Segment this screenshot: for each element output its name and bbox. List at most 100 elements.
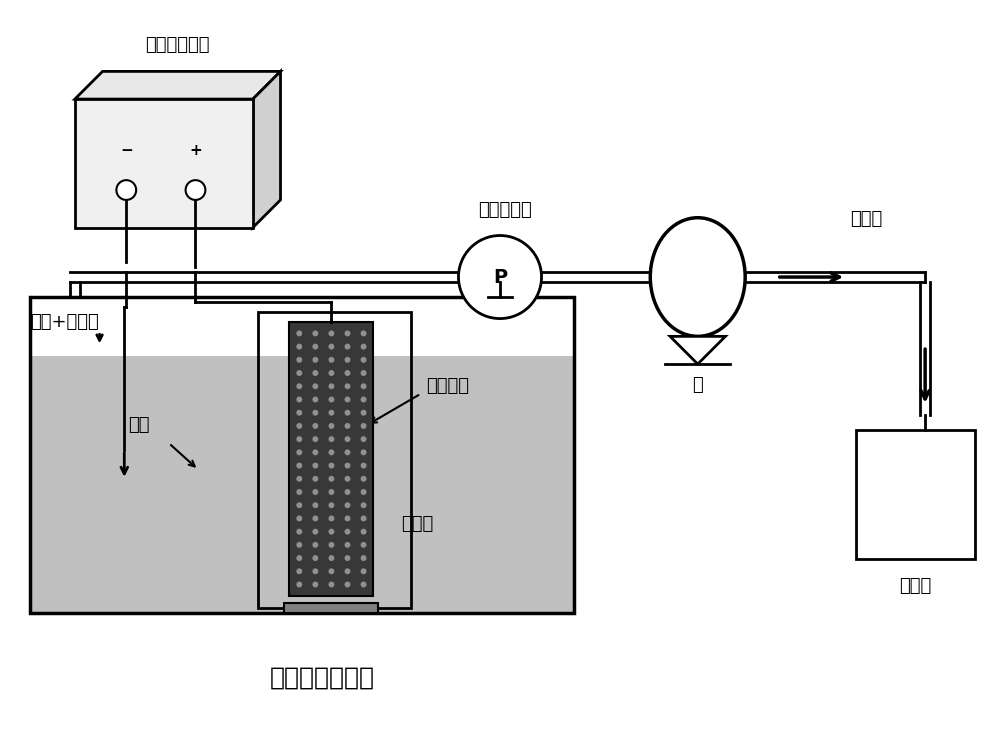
Circle shape <box>312 555 318 561</box>
Circle shape <box>345 555 350 561</box>
Circle shape <box>312 357 318 363</box>
Circle shape <box>312 344 318 350</box>
Polygon shape <box>75 71 281 99</box>
Circle shape <box>312 528 318 534</box>
Circle shape <box>345 330 350 336</box>
Bar <box>30 297 574 613</box>
Circle shape <box>296 528 302 534</box>
Ellipse shape <box>650 218 745 336</box>
Text: 泵: 泵 <box>692 376 703 394</box>
Circle shape <box>312 463 318 469</box>
Circle shape <box>328 383 334 389</box>
Circle shape <box>328 397 334 403</box>
Circle shape <box>345 397 350 403</box>
Circle shape <box>296 555 302 561</box>
Circle shape <box>361 542 367 548</box>
Circle shape <box>328 555 334 561</box>
Circle shape <box>328 463 334 469</box>
Circle shape <box>328 528 334 534</box>
Text: P: P <box>493 268 507 286</box>
Polygon shape <box>75 99 253 227</box>
Circle shape <box>361 475 367 482</box>
Text: 直流稳压电源: 直流稳压电源 <box>145 35 210 54</box>
Circle shape <box>345 436 350 442</box>
Circle shape <box>345 528 350 534</box>
Text: 真空压力表: 真空压力表 <box>478 201 532 219</box>
Circle shape <box>361 344 367 350</box>
Circle shape <box>296 423 302 429</box>
Circle shape <box>296 542 302 548</box>
Circle shape <box>361 528 367 534</box>
Circle shape <box>361 463 367 469</box>
Circle shape <box>312 436 318 442</box>
Circle shape <box>312 542 318 548</box>
Circle shape <box>328 436 334 442</box>
Circle shape <box>296 370 302 376</box>
Circle shape <box>361 555 367 561</box>
Circle shape <box>296 344 302 350</box>
Circle shape <box>361 502 367 508</box>
Circle shape <box>361 515 367 521</box>
Circle shape <box>328 515 334 521</box>
Circle shape <box>458 236 542 319</box>
Circle shape <box>361 397 367 403</box>
Text: +: + <box>189 143 202 158</box>
Circle shape <box>345 344 350 350</box>
Circle shape <box>345 515 350 521</box>
Circle shape <box>328 423 334 429</box>
Text: 反应液: 反应液 <box>401 515 433 533</box>
Circle shape <box>312 475 318 482</box>
Circle shape <box>312 489 318 495</box>
Text: 阴极: 阴极 <box>128 417 150 434</box>
Circle shape <box>345 581 350 587</box>
Circle shape <box>312 370 318 376</box>
Circle shape <box>296 357 302 363</box>
Circle shape <box>345 423 350 429</box>
Circle shape <box>296 515 302 521</box>
Circle shape <box>328 581 334 587</box>
Circle shape <box>361 489 367 495</box>
Circle shape <box>328 450 334 456</box>
Circle shape <box>296 397 302 403</box>
Bar <box>284 604 378 613</box>
Circle shape <box>361 423 367 429</box>
Circle shape <box>116 180 136 200</box>
Circle shape <box>312 450 318 456</box>
Circle shape <box>186 180 205 200</box>
Circle shape <box>312 568 318 574</box>
Circle shape <box>361 436 367 442</box>
Bar <box>856 431 975 559</box>
Circle shape <box>361 357 367 363</box>
Circle shape <box>345 489 350 495</box>
Text: −: − <box>120 143 133 158</box>
Circle shape <box>328 542 334 548</box>
Circle shape <box>328 410 334 416</box>
Bar <box>30 356 574 613</box>
Circle shape <box>328 502 334 508</box>
Circle shape <box>296 581 302 587</box>
Text: 醇类+电解质: 醇类+电解质 <box>30 313 99 330</box>
Circle shape <box>328 475 334 482</box>
Circle shape <box>345 475 350 482</box>
Circle shape <box>361 581 367 587</box>
Polygon shape <box>670 336 725 364</box>
Text: 电催化膜: 电催化膜 <box>426 377 469 394</box>
Circle shape <box>361 383 367 389</box>
Circle shape <box>345 542 350 548</box>
Circle shape <box>345 410 350 416</box>
Circle shape <box>345 568 350 574</box>
Bar <box>30 297 574 356</box>
Circle shape <box>345 450 350 456</box>
Circle shape <box>296 489 302 495</box>
Circle shape <box>312 423 318 429</box>
Circle shape <box>361 450 367 456</box>
Circle shape <box>296 330 302 336</box>
Circle shape <box>345 383 350 389</box>
Circle shape <box>312 383 318 389</box>
Circle shape <box>328 370 334 376</box>
Circle shape <box>312 515 318 521</box>
Circle shape <box>328 489 334 495</box>
Bar <box>258 311 411 608</box>
Text: 醛或酸: 醛或酸 <box>899 576 931 595</box>
Circle shape <box>361 568 367 574</box>
